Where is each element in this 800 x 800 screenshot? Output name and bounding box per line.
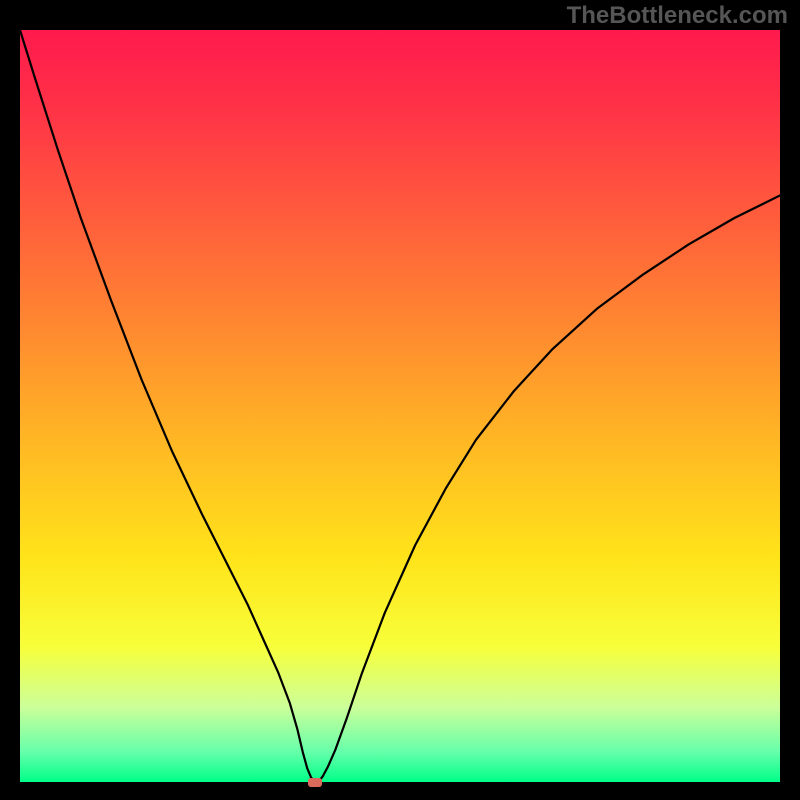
- bottleneck-curve: [20, 30, 780, 782]
- watermark-label: TheBottleneck.com: [567, 2, 788, 30]
- chart-plot-area: [20, 30, 780, 782]
- optimal-point-marker: [308, 778, 322, 787]
